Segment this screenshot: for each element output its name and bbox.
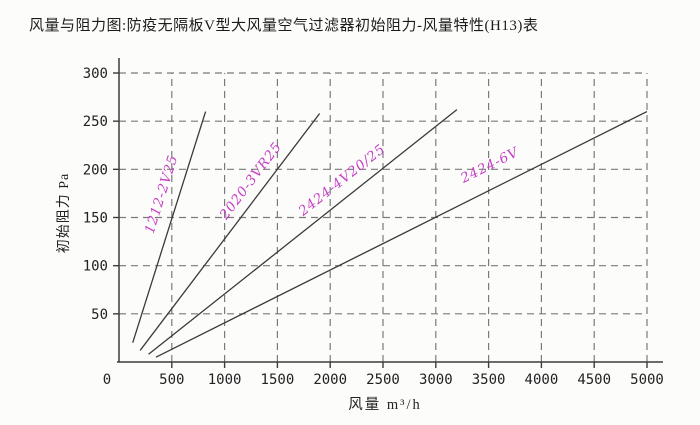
series-line-2424-6V [155, 110, 648, 358]
series-line-2424-4V20/25 [148, 109, 458, 355]
series-label-2424-6V: 2424-6V [457, 144, 522, 187]
axes [117, 58, 663, 363]
y-tick-label-50: 50 [91, 307, 108, 323]
y-tick-label-200: 200 [83, 162, 108, 178]
y-tick-label-250: 250 [83, 114, 108, 130]
x-tick-label-500: 500 [159, 372, 184, 388]
x-axis-label: 风量 m³/h [348, 397, 422, 413]
series-label-2020-3VR25: 2020-3VR25 [216, 139, 285, 223]
x-tick-label-1000: 1000 [208, 372, 242, 388]
x-tick-label-2500: 2500 [366, 372, 400, 388]
x-tick-label-4500: 4500 [577, 372, 611, 388]
x-tick-label-2000: 2000 [313, 372, 347, 388]
series-line-1212-2V25 [132, 111, 207, 343]
series-label-1212-2V25: 1212-2V25 [142, 153, 182, 236]
x-tick-label-3500: 3500 [472, 372, 506, 388]
x-tick-label-3000: 3000 [419, 372, 453, 388]
chart-title: 风量与阻力图:防疫无隔板V型大风量空气过滤器初始阻力-风量特性(H13)表 [29, 18, 539, 34]
x-tick-label-0: 0 [103, 372, 111, 388]
x-tick-label-5000: 5000 [630, 372, 664, 388]
series-label-2424-4V20/25: 2424-4V20/25 [295, 141, 389, 220]
series-line-2020-3VR25 [139, 113, 321, 351]
y-tick-label-150: 150 [83, 211, 108, 227]
x-tick-label-1500: 1500 [261, 372, 295, 388]
y-tick-label-300: 300 [83, 66, 108, 82]
y-tick-label-100: 100 [83, 259, 108, 275]
x-tick-label-4000: 4000 [525, 372, 559, 388]
